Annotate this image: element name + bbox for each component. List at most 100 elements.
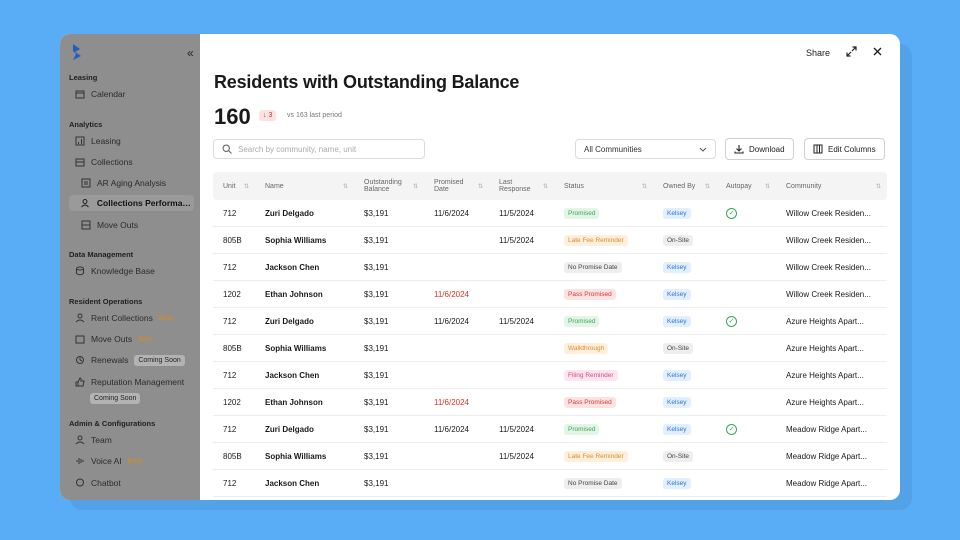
- sort-icon: ⇅: [477, 183, 483, 190]
- logo-icon: [73, 44, 81, 60]
- cell-autopay: ✓: [716, 207, 776, 219]
- cell-promised-date: 11/6/2024: [434, 397, 469, 407]
- sidebar: « Leasing Calendar Analytics Leasing Col…: [60, 34, 200, 500]
- sidebar-item-label: Collections: [91, 157, 133, 167]
- column-label: Community: [786, 182, 822, 190]
- cell-status: Pass Promised: [554, 288, 653, 300]
- section-data-management: Data Management: [69, 250, 134, 259]
- owner-badge: On-Site: [663, 450, 694, 462]
- status-badge: Promised: [564, 423, 600, 435]
- table-row[interactable]: 1202 Ethan Johnson $3,191 11/6/2024 Pass Pro…: [213, 281, 887, 308]
- cell-unit: 1202: [223, 289, 241, 299]
- cell-owned-by: Kelsey: [653, 315, 716, 327]
- beta-badge: Beta: [158, 314, 174, 322]
- cell-balance: $3,191: [364, 424, 389, 434]
- status-badge: Late Fee Reminder: [564, 234, 628, 246]
- sort-icon: ⇅: [542, 183, 548, 190]
- column-header-autopay[interactable]: Autopay ⇅: [716, 183, 776, 190]
- share-button[interactable]: Share: [805, 47, 830, 58]
- table-row[interactable]: 805B Sophia Williams $3,191 11/5/2024 Late F…: [213, 443, 887, 470]
- close-icon[interactable]: [873, 47, 882, 58]
- table-header: Unit ⇅ Name ⇅ Outstanding Balance ⇅ Promised…: [213, 172, 887, 200]
- owner-badge: On-Site: [663, 342, 694, 354]
- column-header-balance[interactable]: Outstanding Balance ⇅: [354, 179, 424, 193]
- column-header-promised-date[interactable]: Promised Date ⇅: [424, 179, 489, 193]
- owner-badge: Kelsey: [663, 423, 691, 435]
- owner-badge: Kelsey: [663, 207, 691, 219]
- topbar: Share: [806, 46, 882, 59]
- community-name: Meadow Ridge Apart...: [786, 424, 867, 434]
- cell-promised-date: 11/6/2024: [434, 316, 469, 326]
- cell-community: Meadow Ridge Apart...: [776, 452, 887, 461]
- sort-icon: ⇅: [641, 183, 647, 190]
- cell-name: Sophia Williams: [265, 343, 327, 353]
- check-icon: ✓: [726, 423, 737, 435]
- table-row[interactable]: 712 Jackson Chen $3,191 Filing Reminder Kels…: [213, 362, 887, 389]
- cell-community: Azure Heights Apart...: [776, 371, 887, 380]
- column-header-owned-by[interactable]: Owned By ⇅: [653, 183, 716, 190]
- sidebar-item-label: Reputation Management: [91, 377, 185, 387]
- sidebar-item-reputation[interactable]: Reputation Management: [74, 374, 184, 390]
- sidebar-item-collections[interactable]: Collections: [74, 154, 133, 170]
- cell-unit: 712: [223, 316, 237, 326]
- table-row[interactable]: 712 Jackson Chen $3,191 No Promise Date Kels…: [213, 470, 887, 497]
- cell-owned-by: On-Site: [653, 234, 716, 246]
- sidebar-item-label: Collections Performan...: [96, 198, 194, 208]
- cell-owned-by: Kelsey: [653, 396, 716, 408]
- column-label: Status: [564, 182, 584, 190]
- table-row[interactable]: 712 Jackson Chen $3,191 No Promise Date Kels…: [213, 254, 887, 281]
- column-header-community[interactable]: Community ⇅: [776, 183, 887, 190]
- search-input[interactable]: Search by community, name, unit: [213, 139, 425, 159]
- download-button[interactable]: Download: [725, 138, 794, 160]
- sort-icon: ⇅: [704, 183, 710, 190]
- sidebar-item-move-outs-ops[interactable]: Move Outs Beta: [74, 331, 153, 347]
- cell-unit: 1202: [223, 397, 241, 407]
- column-label-line: Promised: [434, 179, 464, 186]
- collapse-icon[interactable]: «: [187, 46, 194, 60]
- sidebar-item-calendar[interactable]: Calendar: [74, 86, 126, 102]
- community-select[interactable]: All Communities: [575, 139, 716, 159]
- community-name: Willow Creek Residen...: [786, 208, 871, 218]
- calendar-icon: [74, 89, 85, 100]
- cell-name: Ethan Johnson: [265, 289, 323, 299]
- table-row[interactable]: 712 Zuri Delgado $3,191 11/6/2024 11/5/2024 P…: [213, 308, 887, 335]
- sidebar-item-voice-ai[interactable]: Voice AI Beta: [74, 453, 142, 469]
- column-header-unit[interactable]: Unit ⇅: [213, 183, 255, 190]
- sidebar-item-leasing[interactable]: Leasing: [74, 133, 121, 149]
- table-row[interactable]: 712 Zuri Delgado $3,191 11/6/2024 11/5/2024 P…: [213, 416, 887, 443]
- expand-icon[interactable]: [846, 46, 857, 59]
- table-row[interactable]: 712 Zuri Delgado $3,191 11/6/2024 11/5/2024 P…: [213, 200, 887, 227]
- download-icon: [734, 145, 744, 154]
- edit-columns-button[interactable]: Edit Columns: [804, 138, 885, 160]
- sidebar-item-chatbot[interactable]: Chatbot: [74, 475, 121, 491]
- column-header-status[interactable]: Status ⇅: [554, 183, 653, 190]
- table-row[interactable]: 805B Sophia Williams $3,191 Walkthrough On-S…: [213, 335, 887, 362]
- cell-community: Meadow Ridge Apart...: [776, 479, 887, 488]
- sidebar-item-move-outs[interactable]: Move Outs: [80, 217, 138, 233]
- cell-last-response: 11/5/2024: [499, 451, 534, 461]
- sidebar-item-rent-collections[interactable]: Rent Collections Beta: [74, 310, 173, 326]
- cell-unit: 712: [223, 478, 237, 488]
- count-delta-badge: ↓ 3: [259, 110, 277, 121]
- sidebar-item-collections-performance[interactable]: Collections Performan...: [69, 195, 194, 211]
- table-row[interactable]: 805B Sophia Williams $3,191 11/5/2024 Late F…: [213, 227, 887, 254]
- column-label-line: Date: [434, 186, 449, 193]
- people-icon: [80, 198, 91, 209]
- column-label-line: Outstanding: [364, 179, 402, 186]
- sidebar-item-ar-aging[interactable]: AR Aging Analysis: [80, 175, 166, 191]
- sidebar-item-knowledge-base[interactable]: Knowledge Base: [74, 263, 155, 279]
- sidebar-item-renewals[interactable]: Renewals Coming Soon: [74, 352, 185, 368]
- column-header-name[interactable]: Name ⇅: [255, 183, 354, 190]
- sidebar-item-label: AR Aging Analysis: [97, 178, 166, 188]
- search-placeholder: Search by community, name, unit: [238, 144, 357, 154]
- table-row[interactable]: 1202 Ethan Johnson $3,191 11/6/2024 Pass Pro…: [213, 389, 887, 416]
- section-resident-operations: Resident Operations: [69, 297, 143, 306]
- column-header-last-response[interactable]: Last Response ⇅: [489, 179, 554, 193]
- sort-icon: ⇅: [243, 183, 249, 190]
- status-badge: Promised: [564, 315, 600, 327]
- beta-badge: Beta: [127, 457, 143, 465]
- cell-unit: 805B: [223, 343, 242, 353]
- cell-status: No Promise Date: [554, 261, 653, 273]
- community-name: Willow Creek Residen...: [786, 289, 871, 299]
- sidebar-item-team[interactable]: Team: [74, 432, 112, 448]
